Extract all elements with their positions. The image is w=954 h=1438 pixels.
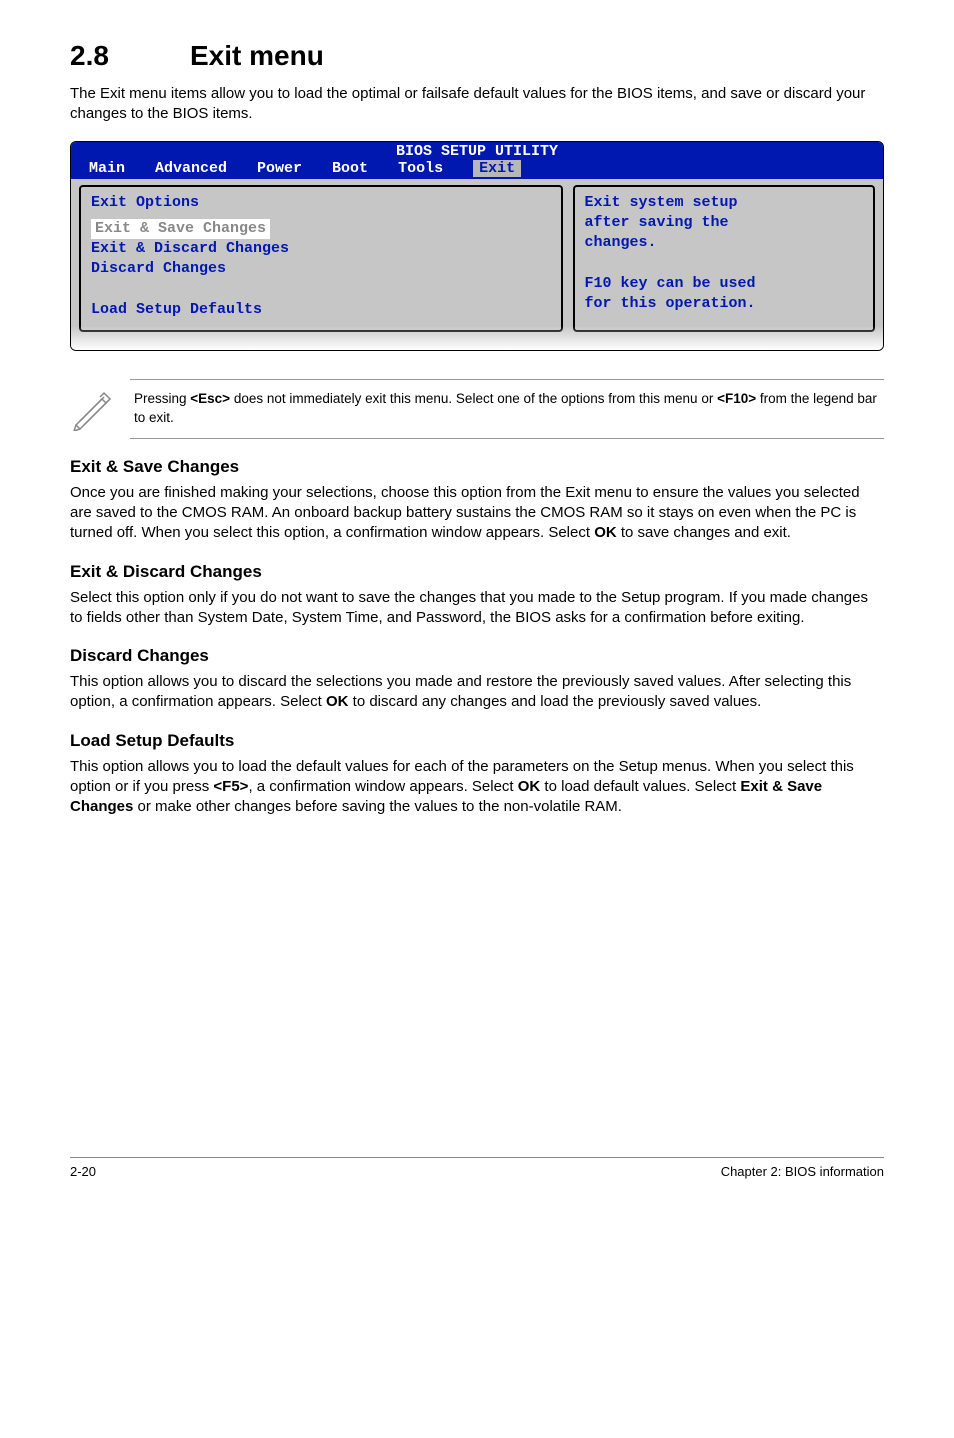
note-key-esc: <Esc> [190, 391, 230, 406]
menu-exit-save[interactable]: Exit & Save Changes [91, 219, 270, 239]
bios-help-pane: Exit system setup after saving the chang… [573, 185, 875, 333]
bios-body: Exit Options Exit & Save Changes Exit & … [71, 179, 883, 351]
text-segment: to save changes and exit. [617, 524, 791, 541]
help-line: changes. [585, 233, 863, 253]
bios-title: BIOS SETUP UTILITY [71, 142, 883, 160]
text-segment: , a confirmation window appears. Select [248, 778, 517, 795]
para-exit-save: Once you are finished making your select… [70, 483, 884, 544]
bold-ok: OK [518, 778, 541, 795]
tab-tools[interactable]: Tools [398, 160, 443, 177]
menu-exit-discard[interactable]: Exit & Discard Changes [91, 240, 289, 257]
bios-tabs: Main Advanced Power Boot Tools Exit [71, 160, 883, 179]
intro-paragraph: The Exit menu items allow you to load th… [70, 84, 884, 125]
footer-page-number: 2-20 [70, 1164, 96, 1179]
section-title: Exit menu [190, 40, 324, 71]
para-exit-discard: Select this option only if you do not wa… [70, 588, 884, 629]
subhead-discard: Discard Changes [70, 646, 884, 666]
help-line: after saving the [585, 213, 863, 233]
note-segment: Pressing [134, 391, 190, 406]
para-load-defaults: This option allows you to load the defau… [70, 757, 884, 818]
note-segment: does not immediately exit this menu. Sel… [230, 391, 717, 406]
text-segment: to load default values. Select [540, 778, 740, 795]
para-discard: This option allows you to discard the se… [70, 672, 884, 713]
pencil-icon [70, 379, 130, 436]
note-text: Pressing <Esc> does not immediately exit… [130, 379, 884, 439]
bold-ok: OK [326, 693, 349, 710]
menu-discard[interactable]: Discard Changes [91, 260, 226, 277]
bios-header: BIOS SETUP UTILITY Main Advanced Power B… [71, 142, 883, 179]
help-line: Exit system setup [585, 193, 863, 213]
bios-panel: BIOS SETUP UTILITY Main Advanced Power B… [70, 141, 884, 352]
page-footer: 2-20 Chapter 2: BIOS information [70, 1157, 884, 1179]
tab-boot[interactable]: Boot [332, 160, 368, 177]
subhead-exit-save: Exit & Save Changes [70, 457, 884, 477]
subhead-load-defaults: Load Setup Defaults [70, 731, 884, 751]
tab-advanced[interactable]: Advanced [155, 160, 227, 177]
menu-load-defaults[interactable]: Load Setup Defaults [91, 301, 262, 318]
help-line: F10 key can be used [585, 274, 863, 294]
subhead-exit-discard: Exit & Discard Changes [70, 562, 884, 582]
tab-main[interactable]: Main [89, 160, 125, 177]
help-line: for this operation. [585, 294, 863, 314]
section-number: 2.8 [70, 40, 190, 72]
note-callout: Pressing <Esc> does not immediately exit… [70, 379, 884, 439]
text-segment: or make other changes before saving the … [133, 798, 622, 815]
tab-power[interactable]: Power [257, 160, 302, 177]
text-segment: to discard any changes and load the prev… [348, 693, 761, 710]
bios-left-pane: Exit Options Exit & Save Changes Exit & … [79, 185, 563, 333]
bold-ok: OK [594, 524, 617, 541]
bold-f5: <F5> [213, 778, 248, 795]
page-title: 2.8Exit menu [70, 40, 884, 72]
left-header: Exit Options [91, 193, 551, 213]
note-key-f10: <F10> [717, 391, 756, 406]
footer-chapter: Chapter 2: BIOS information [721, 1164, 884, 1179]
tab-exit[interactable]: Exit [473, 160, 521, 177]
intro-text: The Exit menu items allow you to load th… [70, 85, 865, 122]
